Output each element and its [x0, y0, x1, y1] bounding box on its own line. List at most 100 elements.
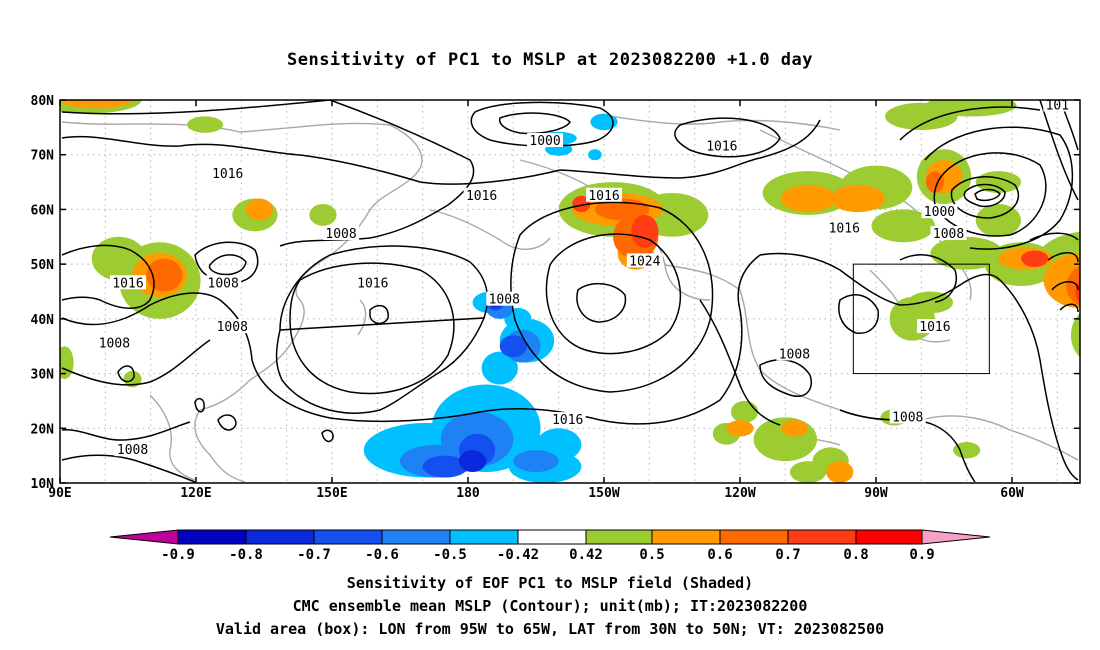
- colorbar-min-arrow: [109, 529, 179, 545]
- colorbar-segment: [313, 529, 383, 545]
- negative-sensitivity-patch: [422, 455, 469, 478]
- contour-label-bg: [110, 275, 146, 290]
- contour-label: 1016: [829, 222, 860, 237]
- positive-sensitivity-patch: [730, 400, 759, 423]
- contour-label-bg: [703, 138, 740, 153]
- positive-sensitivity-patch: [925, 171, 945, 194]
- contour-label: 1008: [779, 347, 810, 362]
- contour-label-bg: [323, 226, 360, 241]
- positive-sensitivity-patch: [572, 195, 591, 213]
- contour-label: 1024: [629, 254, 660, 269]
- contour-label: 1016: [919, 320, 950, 335]
- contour-label: 1008: [208, 276, 239, 291]
- valid-area-box: [852, 263, 990, 375]
- contour-label: 1016: [466, 189, 497, 204]
- contour-label: 1008: [117, 443, 148, 458]
- lat-label: 40N: [31, 313, 55, 328]
- lon-label: 180: [456, 486, 480, 501]
- positive-sensitivity-patch: [826, 461, 854, 483]
- map-frame: [59, 99, 1081, 484]
- caption-line-2: CMC ensemble mean MSLP (Contour); unit(m…: [292, 597, 808, 615]
- positive-sensitivity-patch: [726, 420, 754, 437]
- colorbar-segment: [449, 529, 519, 545]
- lon-label: 150E: [316, 486, 347, 501]
- positive-sensitivity-patch: [60, 100, 133, 109]
- contour-label: 1000: [529, 134, 560, 149]
- contour-label-bg: [826, 220, 863, 235]
- positive-sensitivity-patch: [871, 209, 935, 243]
- colorbar-segment: [245, 529, 315, 545]
- contour-label-bg: [214, 319, 251, 334]
- lon-label: 120W: [724, 486, 755, 501]
- contour-label-bg: [486, 291, 523, 306]
- contour-label-bg: [916, 319, 953, 334]
- lat-label: 70N: [31, 149, 55, 164]
- colorbar-segment: [651, 529, 721, 545]
- colorbar-segment: [177, 529, 247, 545]
- lat-label: 20N: [31, 422, 55, 437]
- positive-sensitivity-patch: [830, 184, 886, 213]
- lat-label: 30N: [31, 368, 55, 383]
- caption-line-3: Valid area (box): LON from 95W to 65W, L…: [215, 620, 885, 638]
- colorbar: -0.9 -0.8 -0.7 -0.6 -0.5 -0.42 0.42 0.5 0.6 0.7 0.…: [109, 529, 991, 563]
- contour-labels: 1000 1016 1016 1016 1016 1016 1000 1008 1008 1024…: [96, 100, 1072, 458]
- colorbar-label: -0.8: [229, 547, 263, 563]
- contour-label: 1008: [489, 293, 520, 308]
- lon-label: 90E: [48, 486, 71, 501]
- mslp-contours: [61, 100, 1079, 483]
- colorbar-segment: [787, 529, 857, 545]
- positive-sensitivity-patch: [245, 198, 274, 221]
- colorbar-label: -0.42: [497, 547, 539, 563]
- contour-label: 1008: [99, 336, 130, 351]
- negative-sensitivity-patch: [513, 450, 559, 473]
- positive-sensitivity-patch: [930, 236, 1003, 270]
- contour-label-bg: [586, 187, 622, 202]
- contour-label: 1016: [112, 276, 143, 291]
- colorbar-label: -0.5: [433, 547, 467, 563]
- positive-sensitivity-patch: [309, 203, 337, 226]
- positive-sensitivity-patch: [780, 184, 836, 213]
- contour-label: 1008: [217, 320, 248, 335]
- contour-label: 1008: [892, 410, 923, 425]
- negative-sensitivity-patch: [590, 113, 618, 131]
- map-area: 1000 1016 1016 1016 1016 1016 1000 1008 1008 1024…: [60, 100, 1080, 483]
- positive-sensitivity-patch: [631, 214, 659, 248]
- contour-label: 1016: [706, 140, 737, 155]
- positive-sensitivity-patch: [885, 102, 958, 131]
- negative-sensitivity-patch: [458, 450, 487, 473]
- positive-sensitivity-patch: [1021, 250, 1049, 267]
- colorbar-label: 0.6: [707, 547, 732, 563]
- lat-label: 80N: [31, 94, 55, 109]
- colorbar-label: 0.42: [569, 547, 603, 563]
- colorbar-segment: [381, 529, 451, 545]
- contour-label-bg: [354, 275, 391, 290]
- colorbar-segment: [517, 529, 587, 545]
- axis-labels: 90E 120E 150E 180 150W 120W 90W 60W 80N 70N 60N 50N…: [31, 94, 1024, 501]
- positive-sensitivity-patch: [953, 441, 981, 459]
- positive-sensitivity-patch: [91, 236, 147, 281]
- negative-sensitivity-patch: [481, 351, 518, 385]
- lat-label: 50N: [31, 258, 55, 273]
- contour-label-bg: [1043, 100, 1072, 112]
- negative-sensitivity-patch: [508, 411, 536, 434]
- positive-sensitivity-patch: [186, 116, 224, 133]
- colorbar-segment: [719, 529, 789, 545]
- negative-sensitivity-patch: [588, 149, 602, 161]
- contour-label: 1016: [588, 189, 619, 204]
- lon-label: 60W: [1000, 486, 1024, 501]
- contour-label: 1016: [357, 276, 388, 291]
- colorbar-label: 0.9: [909, 547, 934, 563]
- contour-label-bg: [114, 442, 151, 457]
- axis-ticks: [59, 99, 1080, 484]
- negative-sensitivity-patch: [499, 335, 527, 358]
- contour-label: 1008: [933, 227, 964, 242]
- lat-label: 10N: [31, 477, 55, 492]
- contour-label: 1016: [552, 413, 583, 428]
- colorbar-label: 0.7: [775, 547, 800, 563]
- contour-label-bg: [930, 226, 967, 241]
- colorbar-label: 0.8: [843, 547, 868, 563]
- contour-label-bg: [205, 275, 242, 290]
- positive-sensitivity-patch: [907, 291, 954, 314]
- contour-label-bg: [921, 204, 958, 219]
- lon-label: 120E: [180, 486, 211, 501]
